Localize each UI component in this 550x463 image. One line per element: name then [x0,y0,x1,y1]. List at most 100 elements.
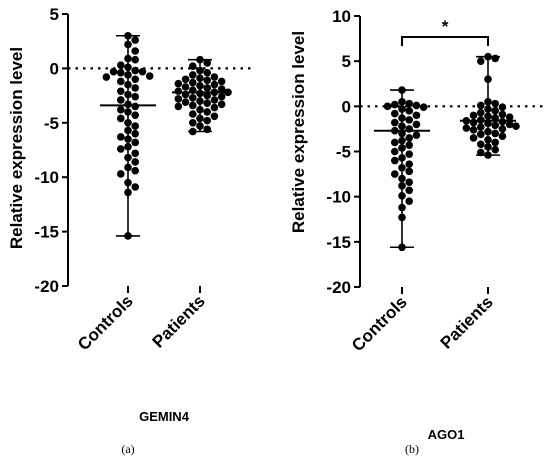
point-b-0-33 [398,174,406,183]
point-a-0-17 [124,80,132,89]
point-a-0-37 [116,145,125,153]
point-a-1-10 [217,77,226,86]
point-b-0-25 [390,147,399,156]
point-a-1-15 [181,83,190,91]
point-a-1-9 [203,76,212,85]
point-a-0-8 [131,66,140,75]
point-b-0-28 [390,156,399,165]
point-a-0-13 [145,72,154,80]
point-b-0-30 [398,163,406,172]
point-a-0-21 [131,92,140,101]
point-a-1-0 [196,55,204,64]
point-b-0-5 [383,102,392,111]
chart-panel-a: Relative expression level 5 0 -5 -10 -15 -20 C… [7,5,255,456]
point-a-1-44 [203,125,212,134]
point-b-0-15 [398,122,406,131]
point-a-0-34 [124,135,132,143]
point-b-1-33 [484,135,492,144]
point-b-1-39 [484,151,492,159]
point-a-0-24 [131,102,140,111]
point-a-0-44 [124,178,132,187]
point-b-1-12 [469,111,478,120]
point-a-1-36 [196,105,204,114]
point-a-1-8 [181,75,190,84]
point-a-1-5 [188,71,197,79]
point-a-0-20 [124,90,132,99]
point-b-1-9 [491,107,500,115]
point-b-0-41 [398,243,406,252]
point-a-0-30 [131,122,140,130]
point-b-0-38 [405,197,414,205]
y-tick-label-b-6: -20 [326,278,351,297]
point-a-0-2 [131,36,140,44]
point-a-0-25 [116,105,125,114]
panel-label-b: (b) [405,442,419,456]
point-b-1-2 [476,57,485,65]
point-b-0-6 [419,103,428,112]
category-label-b-1: Patients [437,292,497,352]
point-b-0-27 [398,154,406,162]
point-a-0-45 [131,183,140,191]
point-a-0-23 [124,100,132,109]
point-b-1-14 [505,113,514,121]
point-b-0-4 [412,101,421,110]
y-axis-title-b: Relative expression level [289,31,308,233]
point-a-0-14 [102,73,111,81]
point-a-0-9 [138,67,147,76]
point-b-0-26 [405,150,414,159]
point-b-1-8 [484,105,492,113]
point-b-0-12 [405,116,414,124]
point-a-1-29 [196,97,204,105]
panel-label-a: (a) [121,442,134,456]
point-b-1-36 [484,143,492,151]
point-b-0-29 [405,160,414,168]
significance-bracket-b [401,36,489,46]
point-a-0-3 [131,47,140,55]
point-a-0-47 [124,232,132,240]
point-a-1-7 [196,74,204,82]
point-a-0-46 [124,188,132,197]
gene-label-b: AGO1 [428,427,465,442]
point-a-0-35 [131,138,140,147]
point-a-1-17 [217,85,226,93]
y-tick-label-a-2: -5 [44,114,59,133]
point-b-0-8 [405,107,414,115]
point-a-1-37 [203,108,212,116]
y-tick-label-b-3: -5 [336,143,351,162]
y-tick-label-b-0: 10 [332,7,351,26]
y-tick-label-a-5: -20 [34,277,59,296]
point-b-1-26 [498,125,507,133]
chart-panel-b: Relative expression level 10 5 0 -5 -10 -15 -2… [289,7,543,456]
point-a-1-4 [203,68,212,77]
point-b-1-23 [512,122,520,131]
point-b-0-31 [405,167,414,176]
point-b-0-36 [405,186,414,195]
point-b-0-9 [390,109,399,118]
point-a-0-16 [116,77,125,86]
point-a-1-1 [203,59,212,67]
point-a-0-41 [124,163,132,172]
point-a-1-2 [188,62,197,71]
point-a-1-35 [210,103,219,112]
point-b-0-2 [405,99,414,108]
point-b-1-4 [484,98,492,106]
point-a-0-36 [124,142,132,151]
point-b-1-29 [491,129,500,138]
point-a-1-3 [196,66,204,75]
point-a-1-6 [210,73,219,81]
point-a-1-26 [188,93,197,102]
point-b-1-21 [505,120,514,129]
point-b-1-35 [476,140,485,149]
point-b-0-19 [412,131,421,140]
point-b-1-34 [491,138,500,147]
point-a-1-31 [203,99,212,108]
point-a-0-28 [116,114,125,123]
point-a-1-27 [174,95,183,103]
point-a-0-22 [116,96,125,104]
category-label-a-1: Patients [149,291,209,351]
point-a-1-11 [188,78,197,87]
point-b-1-5 [491,99,500,108]
point-b-0-21 [398,136,406,145]
point-a-0-39 [124,153,132,162]
